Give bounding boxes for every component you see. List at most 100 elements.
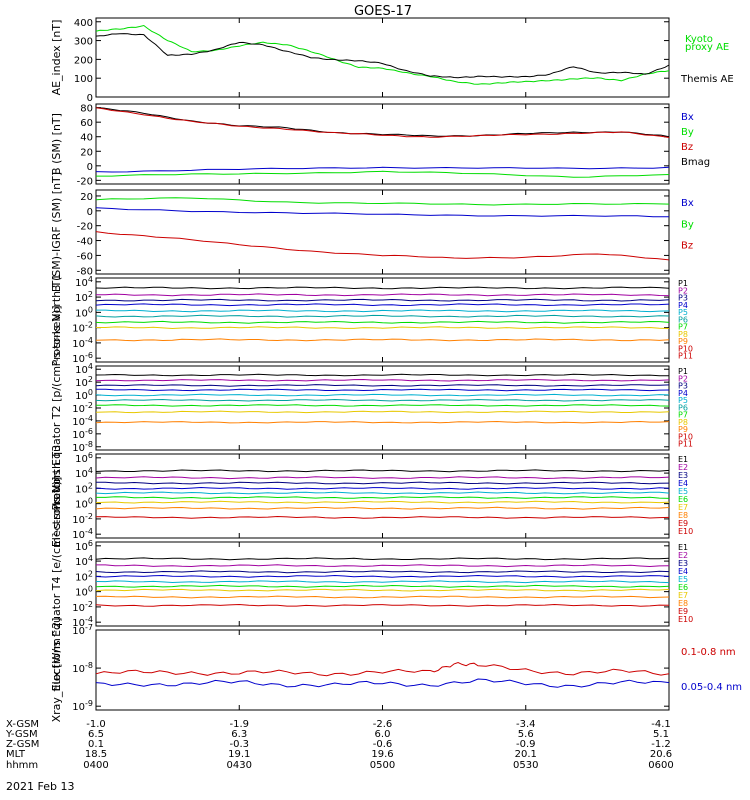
- ephem-value: -2.6: [373, 719, 393, 730]
- legend-channel: E2: [678, 463, 688, 472]
- channel-line-2: [96, 564, 670, 568]
- legend-channel: P10: [678, 344, 693, 353]
- legend-channel: E4: [678, 567, 688, 576]
- series-line-1: [95, 107, 670, 138]
- legend-channel: P2: [678, 286, 688, 295]
- y-axis-label: Xray_flux [W/m^2]: [50, 618, 63, 723]
- legend-channel: E8: [678, 599, 688, 608]
- y-tick-label: 104: [75, 554, 93, 568]
- ephem-value: -4.1: [651, 719, 671, 730]
- legend-channel: P5: [678, 308, 688, 317]
- ephem-value: 20.6: [650, 749, 672, 760]
- legend-channel: P5: [678, 396, 688, 405]
- legend-channel: E3: [678, 559, 688, 568]
- channel-line-9: [95, 603, 670, 607]
- channel-line-6: [96, 496, 670, 499]
- legend-entry: By: [681, 127, 694, 138]
- y-axis-label: Electrons Equator T4 [e/(cm²-s-sr-keV)]: [50, 477, 63, 692]
- legend-channel: E1: [678, 543, 688, 552]
- series-line-1: [95, 24, 670, 85]
- legend-channel: E9: [678, 607, 688, 616]
- channel-line-4: [95, 486, 670, 490]
- ephem-row-label: MLT: [6, 749, 26, 760]
- y-axis-label: Protons Equator T2 [p/(cm²-s-sr-keV)]: [50, 305, 63, 510]
- channel-line-7: [95, 500, 670, 504]
- channel-line-4: [95, 303, 670, 307]
- y-tick-label: 60: [80, 118, 93, 129]
- legend-entry: Bz: [681, 142, 693, 153]
- y-tick-label: -20: [77, 222, 93, 233]
- y-tick-label: 106: [75, 539, 93, 553]
- channel-line-8: [95, 410, 670, 414]
- y-tick-label: 106: [75, 451, 93, 465]
- legend-channel: E8: [678, 511, 688, 520]
- legend-entry: Kyoto: [685, 34, 713, 45]
- y-tick-label: 10-6: [72, 351, 93, 365]
- y-tick-label: 10-2: [72, 600, 93, 614]
- ephem-value: 0600: [648, 760, 673, 771]
- legend-channel: E1: [678, 455, 688, 464]
- ephem-row-label: Y-GSM: [5, 729, 38, 740]
- channel-line-7: [95, 320, 670, 324]
- legend-channel: E10: [678, 615, 693, 624]
- y-tick-label: 300: [74, 37, 93, 48]
- channel-line-8: [95, 595, 670, 599]
- ephem-value: 0500: [370, 760, 395, 771]
- series-line-3: [95, 166, 670, 173]
- legend-channel: E4: [678, 479, 688, 488]
- series-line-1: [95, 661, 670, 677]
- legend-channel: P7: [678, 323, 688, 332]
- ephem-value: 19.6: [371, 749, 393, 760]
- y-axis-label: B (SM) [nT]: [50, 113, 63, 175]
- y-tick-label: 10-2: [72, 321, 93, 335]
- panel-frame: [95, 103, 670, 185]
- ephem-value: 0400: [83, 760, 108, 771]
- ephem-value: -0.9: [516, 739, 536, 750]
- legend-channel: E6: [678, 583, 688, 592]
- ephem-value: 0530: [513, 760, 538, 771]
- y-tick-label: 200: [74, 55, 93, 66]
- legend-channel: P8: [678, 418, 688, 427]
- ephem-value: 0.1: [88, 739, 104, 750]
- ephem-value: 18.5: [85, 749, 107, 760]
- ephem-value: 19.1: [228, 749, 250, 760]
- y-tick-label: -20: [77, 176, 93, 187]
- y-axis-label: Protons North T1: [50, 274, 63, 367]
- legend-channel: P11: [678, 440, 693, 449]
- channel-line-3: [95, 384, 670, 387]
- legend-channel: E9: [678, 519, 688, 528]
- channel-line-5: [95, 580, 670, 584]
- channel-line-2: [95, 476, 670, 480]
- channel-line-2: [96, 293, 670, 297]
- legend-channel: P3: [678, 382, 688, 391]
- ephem-value: -1.2: [651, 739, 671, 750]
- y-tick-label: 100: [75, 585, 93, 599]
- channel-line-1: [95, 373, 669, 377]
- ephem-value: 5.1: [653, 729, 669, 740]
- legend-entry: Themis AE: [680, 74, 734, 85]
- ephem-value: -3.4: [516, 719, 536, 730]
- y-tick-label: 0: [87, 93, 93, 104]
- channel-line-8: [95, 506, 670, 510]
- series-line-1: [95, 197, 670, 206]
- y-axis-label: B (SM)-IGRF (SM) [nT]: [50, 172, 63, 292]
- ephem-value: 6.3: [231, 729, 247, 740]
- legend-channel: E7: [678, 503, 688, 512]
- ephem-row-label: hhmm: [6, 760, 38, 771]
- channel-line-1: [95, 557, 670, 561]
- ephem-value: -0.3: [229, 739, 249, 750]
- y-tick-label: 0: [87, 207, 93, 218]
- channel-line-7: [95, 588, 670, 592]
- legend-channel: P6: [678, 315, 688, 324]
- channel-line-4: [96, 388, 670, 392]
- legend-channel: P1: [678, 279, 688, 288]
- legend-entry: Bmag: [681, 157, 710, 168]
- plot-title: GOES-17: [354, 4, 412, 19]
- legend-channel: P1: [678, 367, 688, 376]
- y-tick-label: 10-2: [72, 512, 93, 526]
- y-tick-label: 10-9: [72, 699, 93, 713]
